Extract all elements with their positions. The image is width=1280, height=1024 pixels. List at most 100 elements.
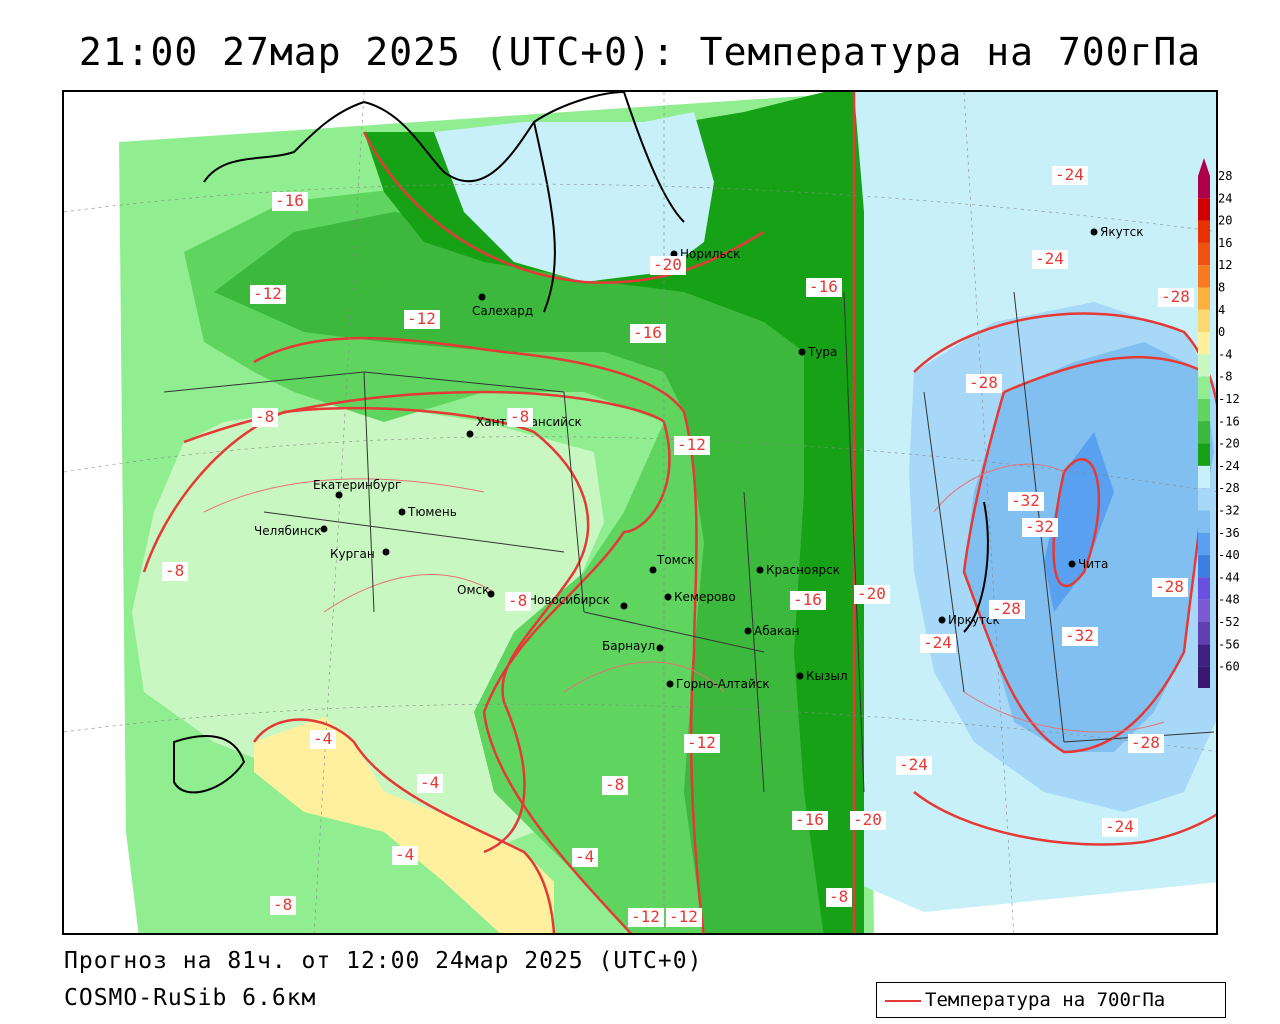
- city-marker: Горно-Алтайск: [666, 677, 770, 691]
- scale-label: 12: [1218, 258, 1232, 272]
- svg-text:-24: -24: [923, 633, 952, 652]
- scale-swatch: [1198, 287, 1210, 310]
- isotherm-label: -28: [1152, 577, 1188, 597]
- city-dot: [382, 548, 390, 556]
- temperature-color-scale: 28 24 20 16 12 8 4 0 -4 -8 -12 -16 -20 -24 -28 -32 -36 -4…: [1198, 158, 1278, 688]
- isotherm-label: -4: [572, 847, 598, 867]
- legend: Температура на 700гПа: [876, 982, 1226, 1018]
- model-info: COSMO-RuSib 6.6км: [64, 985, 317, 1011]
- isotherm-label: -24: [1102, 817, 1138, 837]
- scale-swatch: [1198, 421, 1210, 444]
- isotherm-label: -20: [854, 584, 890, 604]
- scale-label: -8: [1218, 370, 1232, 384]
- isotherm-label: -8: [826, 887, 852, 907]
- city-dot: [796, 672, 804, 680]
- svg-text:-32: -32: [1065, 626, 1094, 645]
- city-label: Челябинск: [254, 524, 321, 538]
- city-label: Салехард: [472, 304, 533, 318]
- isotherm-label: -12: [628, 907, 664, 927]
- svg-text:-16: -16: [795, 810, 824, 829]
- map-canvas: ЯкутскНорильскСалехардТураХанты-Мансийск…: [64, 92, 1216, 933]
- temperature-map: ЯкутскНорильскСалехардТураХанты-Мансийск…: [62, 90, 1218, 935]
- isotherm-minus-20: [362, 131, 765, 284]
- scale-label: 16: [1218, 236, 1232, 250]
- city-dot: [938, 616, 946, 624]
- isotherm-label: -16: [792, 810, 828, 830]
- scale-label: -16: [1218, 414, 1240, 428]
- city-dot: [798, 348, 806, 356]
- isotherm-label: -8: [252, 407, 278, 427]
- isotherm-label: -32: [1022, 517, 1058, 537]
- city-dot: [656, 644, 664, 652]
- scale-label: -12: [1218, 392, 1240, 406]
- isotherm-label: -24: [1032, 249, 1068, 269]
- isotherm-label: -8: [505, 591, 531, 611]
- svg-text:-24: -24: [1055, 165, 1084, 184]
- scale-swatch: [1198, 510, 1210, 533]
- city-label: Норильск: [680, 247, 740, 261]
- svg-text:-20: -20: [857, 584, 886, 603]
- isotherm-label: -12: [674, 435, 710, 455]
- isotherm-label: -12: [666, 907, 702, 927]
- svg-text:-24: -24: [899, 755, 928, 774]
- isotherm-label: -24: [920, 633, 956, 653]
- scale-swatch: [1198, 443, 1210, 466]
- scale-label: 24: [1218, 191, 1232, 205]
- city-dot: [666, 680, 674, 688]
- isotherm-label: -4: [392, 845, 418, 865]
- scale-label: -36: [1218, 526, 1240, 540]
- city-label: Абакан: [754, 624, 799, 638]
- city-marker: Челябинск: [254, 524, 328, 538]
- scale-swatch: [1198, 644, 1210, 667]
- svg-text:-4: -4: [575, 847, 594, 866]
- city-dot: [335, 491, 343, 499]
- coastline-yamal: [533, 121, 556, 313]
- svg-text:-32: -32: [1011, 491, 1040, 510]
- svg-text:-12: -12: [677, 435, 706, 454]
- city-label: Иркутск: [948, 613, 1000, 627]
- city-label: Чита: [1078, 557, 1108, 571]
- scale-swatch: [1198, 399, 1210, 422]
- scale-label: 8: [1218, 281, 1225, 295]
- isotherm-label: -20: [650, 255, 686, 275]
- city-label: Красноярск: [766, 563, 840, 577]
- scale-swatch: [1198, 555, 1210, 578]
- svg-text:-8: -8: [605, 775, 624, 794]
- svg-text:-16: -16: [809, 277, 838, 296]
- isotherm-label: -12: [250, 284, 286, 304]
- city-dot: [478, 293, 486, 301]
- svg-text:-24: -24: [1035, 249, 1064, 268]
- city-marker: Барнаул: [602, 639, 664, 653]
- svg-text:-8: -8: [255, 407, 274, 426]
- isotherm-label: -16: [790, 590, 826, 610]
- city-label: Кызыл: [806, 669, 848, 683]
- svg-text:-4: -4: [395, 845, 414, 864]
- city-dot: [487, 590, 495, 598]
- city-dot: [398, 508, 406, 516]
- isotherm-label: -16: [630, 323, 666, 343]
- svg-text:-4: -4: [420, 773, 439, 792]
- coastline-taymyr: [623, 92, 685, 223]
- city-marker: Салехард: [472, 293, 533, 318]
- scale-label: -60: [1218, 660, 1240, 674]
- isotherm-label-layer: -24 -24 -28 -16 -20 -16 -12 -12 -16 -8 -8 -12 -28 -32…: [162, 165, 1194, 927]
- city-dot: [756, 566, 764, 574]
- region-borders: [163, 291, 1215, 793]
- color-scale-svg: 28 24 20 16 12 8 4 0 -4 -8 -12 -16 -20 -24 -28 -32 -36 -4…: [1198, 158, 1240, 688]
- city-marker: Чита: [1068, 557, 1108, 571]
- scale-swatch: [1198, 599, 1210, 622]
- city-dot: [466, 430, 474, 438]
- city-label: Курган: [330, 547, 375, 561]
- svg-text:-12: -12: [631, 907, 660, 926]
- scale-label: -28: [1218, 481, 1240, 495]
- scale-swatch: [1198, 242, 1210, 266]
- scale-label: -24: [1218, 459, 1240, 473]
- scale-swatch: [1198, 265, 1210, 288]
- scale-swatch: [1198, 309, 1210, 333]
- svg-text:-8: -8: [165, 561, 184, 580]
- field-minus-24-northeast: [1014, 92, 1216, 292]
- city-marker: Абакан: [744, 624, 799, 638]
- scale-label: 28: [1218, 169, 1232, 183]
- city-marker: Норильск: [670, 247, 740, 261]
- city-marker: Новосибирск: [528, 593, 628, 610]
